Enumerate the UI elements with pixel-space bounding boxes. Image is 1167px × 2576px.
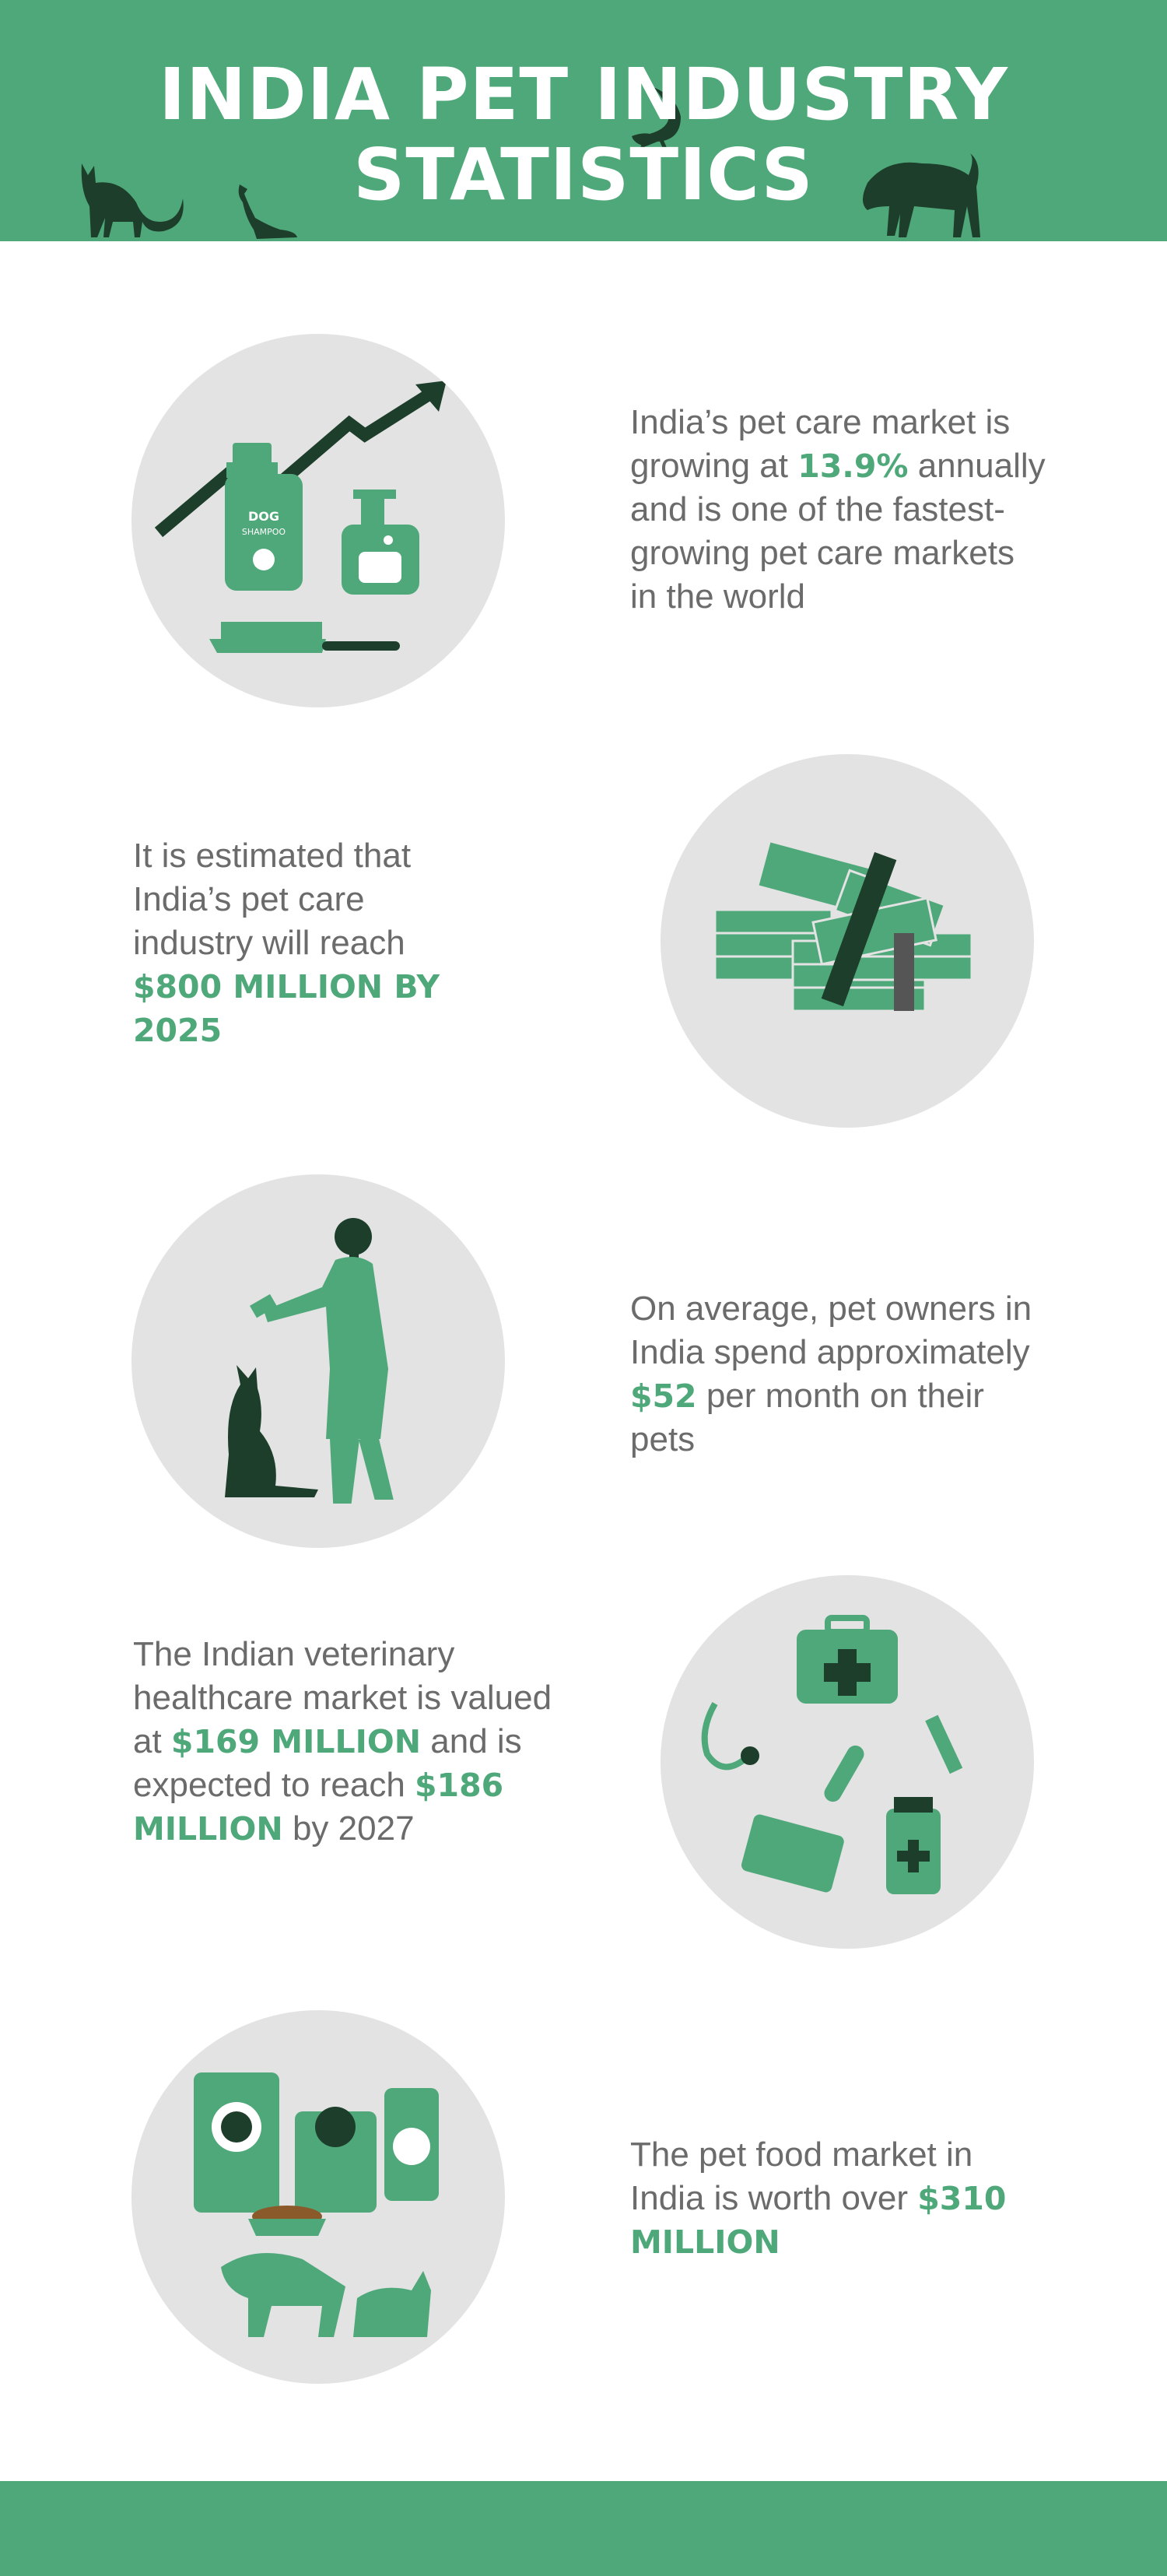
pet-shampoo-growth-illustration: DOG SHAMPOO <box>131 334 505 707</box>
veterinary-supplies-icon <box>701 1615 963 1894</box>
stat-text: The pet food market in India is worth ov… <box>630 2136 973 2217</box>
page-title-line-2: STATISTICS <box>353 133 814 216</box>
stat-industry-forecast: It is estimated that India’s pet care in… <box>133 834 491 1052</box>
svg-text:SHAMPOO: SHAMPOO <box>242 527 286 537</box>
stat-text: It is estimated that India’s pet care in… <box>133 837 412 962</box>
stat-highlight: $52 <box>630 1377 697 1415</box>
veterinary-supplies-illustration <box>661 1575 1034 1949</box>
money-stacks-icon <box>713 839 973 1013</box>
stat-text: On average, pet owners in India spend ap… <box>630 1290 1032 1371</box>
woman-with-dog-icon <box>225 1218 394 1504</box>
cat-silhouette-icon <box>81 163 184 237</box>
stat-highlight: $186 MILLION <box>133 1767 504 1848</box>
stat-monthly-spend: On average, pet owners in India spend ap… <box>630 1287 1050 1462</box>
stat-highlight: 13.9% <box>797 447 909 485</box>
pet-food-icon <box>194 2072 439 2337</box>
footer-banner <box>0 2481 1167 2576</box>
woman-with-dog-illustration <box>131 1174 505 1548</box>
stat-highlight: $800 MILLION BY 2025 <box>133 968 440 1049</box>
stat-text: by 2027 <box>282 1809 415 1848</box>
stat-text: The Indian veterinary healthcare market … <box>133 1635 552 1760</box>
dog-silhouette-icon <box>863 153 980 237</box>
pet-shampoo-growth-icon: DOG SHAMPOO <box>154 381 447 653</box>
pet-food-illustration <box>131 2010 505 2384</box>
stat-text: and is expected to reach <box>133 1722 522 1804</box>
stat-text: per month on their pets <box>630 1377 984 1458</box>
cockatoo-silhouette-icon <box>238 184 297 239</box>
stat-veterinary-market: The Indian veterinary healthcare market … <box>133 1633 569 1851</box>
stat-text: annually and is one of the fastest-growi… <box>630 447 1046 616</box>
header-banner: INDIA PET INDUSTRY STATISTICS <box>0 0 1167 241</box>
stat-text: India’s pet care market is growing at <box>630 403 1011 485</box>
lizard-silhouette-icon <box>632 87 681 156</box>
page-title-line-1: INDIA PET INDUSTRY <box>159 53 1008 136</box>
stat-highlight: $169 MILLION <box>170 1723 422 1760</box>
stat-highlight: $310 MILLION <box>630 2180 1007 2261</box>
money-stacks-illustration <box>661 754 1034 1128</box>
stat-pet-food-market: The pet food market in India is worth ov… <box>630 2133 1050 2264</box>
svg-text:DOG: DOG <box>248 509 279 524</box>
stat-pet-care-growth: India’s pet care market is growing at 13… <box>630 401 1050 619</box>
